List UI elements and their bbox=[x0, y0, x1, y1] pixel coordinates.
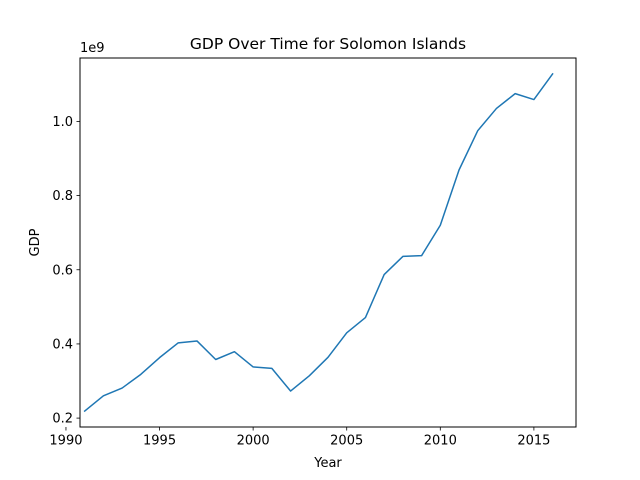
plot-area bbox=[83, 72, 554, 413]
chart-title: GDP Over Time for Solomon Islands bbox=[190, 35, 466, 53]
x-tick-label: 2015 bbox=[517, 434, 550, 449]
y-tick-label: 0.6 bbox=[52, 263, 73, 278]
x-tick-label: 2010 bbox=[424, 434, 457, 449]
y-tick-label: 0.2 bbox=[52, 412, 73, 427]
y-tick-label: 1.0 bbox=[52, 115, 73, 130]
x-tick-label: 2000 bbox=[237, 434, 270, 449]
plot-frame bbox=[79, 57, 577, 428]
y-axis: 0.2 0.4 0.6 0.8 1.0 bbox=[52, 115, 80, 427]
x-axis-label: Year bbox=[313, 456, 342, 471]
y-offset-label: 1e9 bbox=[80, 41, 105, 56]
x-tick-label: 2005 bbox=[330, 434, 363, 449]
x-tick-label: 1990 bbox=[49, 434, 82, 449]
y-tick-label: 0.8 bbox=[52, 189, 73, 204]
y-axis-label: GDP bbox=[28, 228, 43, 256]
series-line-0 bbox=[83, 72, 554, 413]
x-axis: 1990 1995 2000 2005 2010 2015 bbox=[49, 427, 550, 449]
x-tick-label: 1995 bbox=[143, 434, 176, 449]
y-tick-label: 0.4 bbox=[52, 337, 73, 352]
